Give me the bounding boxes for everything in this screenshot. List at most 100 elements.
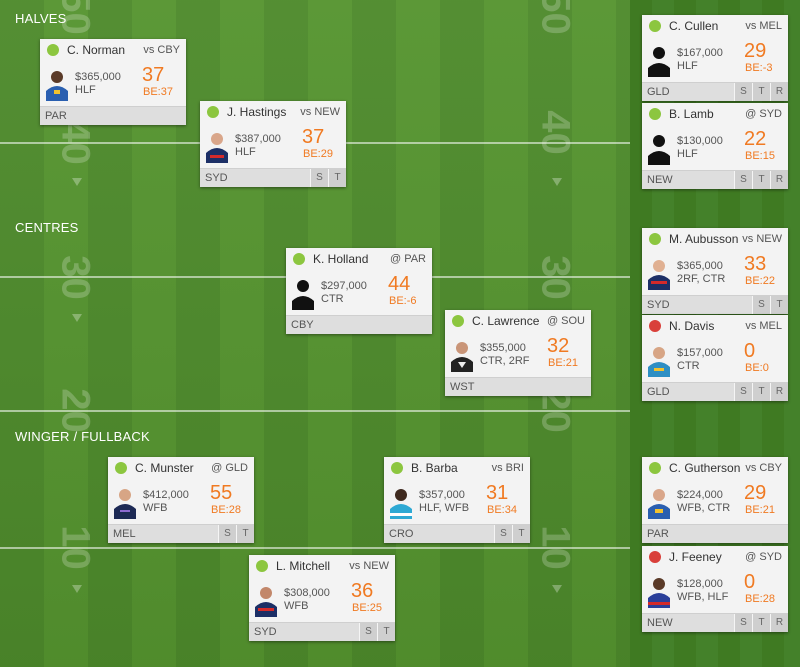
t-button[interactable]: T <box>377 623 395 641</box>
status-indicator <box>649 551 661 563</box>
player-card[interactable]: C. Munster @ GLD $412,000 WFB 55 BE:28 M… <box>108 457 254 543</box>
status-indicator <box>256 560 268 572</box>
s-button[interactable]: S <box>494 525 512 543</box>
bench-card[interactable]: C. Cullen vs MEL $167,000 HLF 29 BE:-3 G… <box>642 15 788 101</box>
player-silhouette <box>648 47 670 77</box>
player-price: $157,000 <box>677 347 723 359</box>
player-name[interactable]: L. Mitchell <box>276 559 331 573</box>
r-button[interactable]: R <box>770 83 788 101</box>
player-name[interactable]: C. Gutherson <box>669 461 741 475</box>
s-button[interactable]: S <box>310 169 328 187</box>
s-button[interactable]: S <box>218 525 236 543</box>
t-button[interactable]: T <box>512 525 530 543</box>
s-button[interactable]: S <box>734 171 752 189</box>
r-button[interactable]: R <box>770 614 788 632</box>
player-name[interactable]: J. Hastings <box>227 105 287 119</box>
t-button[interactable]: T <box>770 296 788 314</box>
player-photo <box>206 133 228 163</box>
player-price: $355,000 <box>480 342 526 354</box>
opponent: vs NEW <box>300 106 340 118</box>
field-arrow <box>552 585 562 593</box>
player-name[interactable]: C. Norman <box>67 43 126 57</box>
player-name[interactable]: C. Munster <box>135 461 194 475</box>
break-even: BE:-6 <box>389 295 417 307</box>
field-arrow <box>552 178 562 186</box>
field-line <box>0 547 630 549</box>
r-button[interactable]: R <box>770 171 788 189</box>
bench-card[interactable]: B. Lamb @ SYD $130,000 HLF 22 BE:15 NEW … <box>642 103 788 189</box>
t-button[interactable]: T <box>752 83 770 101</box>
player-card[interactable]: L. Mitchell vs NEW $308,000 WFB 36 BE:25… <box>249 555 395 641</box>
player-price: $297,000 <box>321 280 367 292</box>
player-name[interactable]: B. Lamb <box>669 107 714 121</box>
team-code: WST <box>450 381 475 393</box>
card-header: C. Norman vs CBY <box>40 39 186 61</box>
player-name[interactable]: M. Aubusson <box>669 232 739 246</box>
player-name[interactable]: C. Cullen <box>669 19 719 33</box>
field-arrow <box>72 314 82 322</box>
player-card[interactable]: K. Holland @ PAR $297,000 CTR 44 BE:-6 C… <box>286 248 432 334</box>
player-card[interactable]: J. Hastings vs NEW $387,000 HLF 37 BE:29… <box>200 101 346 187</box>
s-button[interactable]: S <box>734 383 752 401</box>
status-indicator <box>649 320 661 332</box>
break-even: BE:29 <box>303 148 333 160</box>
section-title-centres: CENTRES <box>15 220 79 235</box>
bench-card[interactable]: C. Gutherson vs CBY $224,000 WFB, CTR 29… <box>642 457 788 543</box>
s-button[interactable]: S <box>752 296 770 314</box>
team-code: CBY <box>291 319 314 331</box>
card-footer: GLD S T R <box>642 82 788 101</box>
player-card[interactable]: C. Lawrence @ SOU $355,000 CTR, 2RF 32 B… <box>445 310 591 396</box>
t-button[interactable]: T <box>752 383 770 401</box>
card-header: J. Feeney @ SYD <box>642 546 788 568</box>
team-code: NEW <box>647 174 673 186</box>
player-score: 22 <box>744 128 767 150</box>
player-card[interactable]: B. Barba vs BRI $357,000 HLF, WFB 31 BE:… <box>384 457 530 543</box>
player-photo <box>255 587 277 617</box>
card-footer: CRO S T <box>384 524 530 543</box>
player-price: $412,000 <box>143 489 189 501</box>
player-position: HLF, WFB <box>419 502 470 514</box>
player-name[interactable]: N. Davis <box>669 319 715 333</box>
status-indicator <box>649 20 661 32</box>
card-footer: SYD S T <box>200 168 346 187</box>
player-price: $308,000 <box>284 587 330 599</box>
status-indicator <box>649 462 661 474</box>
team-code: PAR <box>45 110 67 122</box>
player-name[interactable]: B. Barba <box>411 461 458 475</box>
bench-card[interactable]: J. Feeney @ SYD $128,000 WFB, HLF 0 BE:2… <box>642 546 788 632</box>
status-indicator <box>649 233 661 245</box>
bench-card[interactable]: M. Aubusson vs NEW $365,000 2RF, CTR 33 … <box>642 228 788 314</box>
card-header: C. Lawrence @ SOU <box>445 310 591 332</box>
bench-card[interactable]: N. Davis vs MEL $157,000 CTR 0 BE:0 GLD … <box>642 315 788 401</box>
t-button[interactable]: T <box>236 525 254 543</box>
t-button[interactable]: T <box>752 171 770 189</box>
player-score: 37 <box>302 126 325 148</box>
card-header: B. Barba vs BRI <box>384 457 530 479</box>
player-position: CTR <box>677 360 700 372</box>
t-button[interactable]: T <box>328 169 346 187</box>
card-footer: PAR <box>40 106 186 125</box>
field-arrow <box>72 178 82 186</box>
player-name[interactable]: J. Feeney <box>669 550 722 564</box>
player-name[interactable]: C. Lawrence <box>472 314 540 328</box>
r-button[interactable]: R <box>770 383 788 401</box>
player-name[interactable]: K. Holland <box>313 252 369 266</box>
opponent: vs CBY <box>143 44 180 56</box>
t-button[interactable]: T <box>752 614 770 632</box>
opponent: vs NEW <box>349 560 389 572</box>
yard-number: 30 <box>533 255 578 300</box>
player-position: WFB <box>143 502 168 514</box>
player-position: CTR, 2RF <box>480 355 530 367</box>
player-score: 31 <box>486 482 509 504</box>
player-photo <box>648 489 670 519</box>
field-line <box>0 410 630 412</box>
s-button[interactable]: S <box>734 614 752 632</box>
player-card[interactable]: C. Norman vs CBY $365,000 HLF 37 BE:37 P… <box>40 39 186 125</box>
s-button[interactable]: S <box>734 83 752 101</box>
s-button[interactable]: S <box>359 623 377 641</box>
opponent: @ SOU <box>546 315 585 327</box>
player-position: WFB <box>284 600 309 612</box>
opponent: vs MEL <box>745 20 782 32</box>
field-arrow <box>72 585 82 593</box>
player-photo <box>390 489 412 519</box>
